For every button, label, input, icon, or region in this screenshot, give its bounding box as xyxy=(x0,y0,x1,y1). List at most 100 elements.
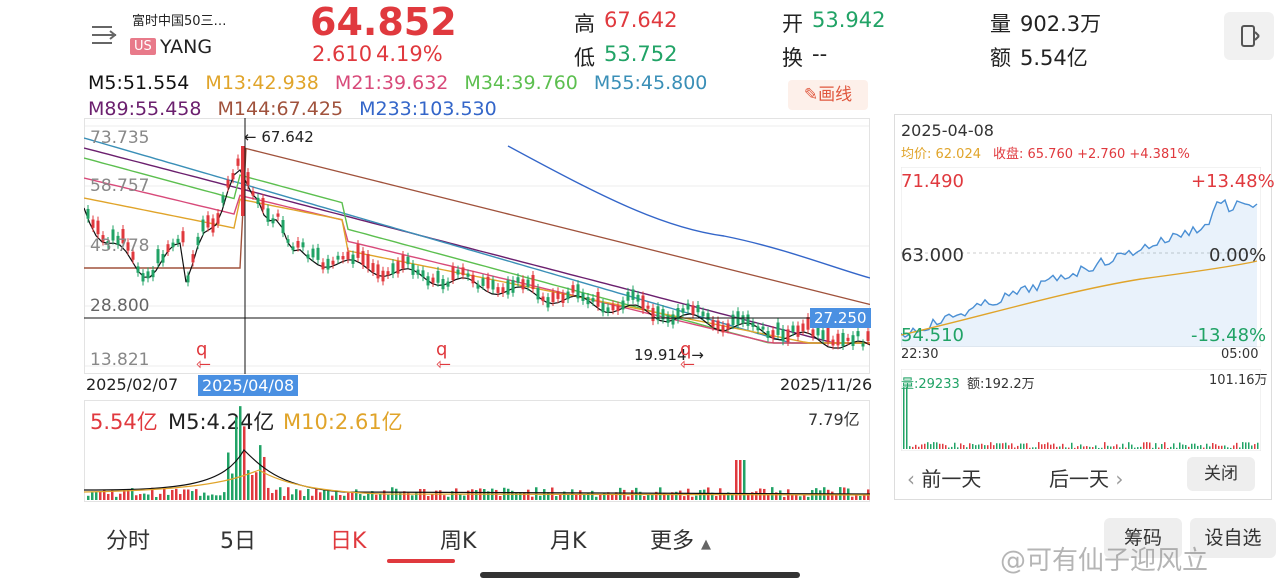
volume-bar xyxy=(803,495,806,500)
intraday-popup: 2025-04-08 均价: 62.024 收盘: 65.760 +2.760 … xyxy=(894,114,1275,500)
draw-line-button[interactable]: ✎画线 xyxy=(788,80,868,110)
candle-body xyxy=(126,242,130,251)
menu-icon[interactable] xyxy=(90,22,118,48)
tab-daily-k[interactable]: 日K xyxy=(330,529,367,554)
volume-bar xyxy=(647,494,650,500)
ma-legend-item: M144:67.425 xyxy=(217,98,344,120)
intraday-volume-bar xyxy=(1002,443,1004,449)
volume-ma-line xyxy=(83,469,871,496)
close-popup-button[interactable]: 关闭 xyxy=(1187,457,1255,491)
add-watchlist-button[interactable]: 设自选 xyxy=(1190,518,1276,558)
watermark: @可有仙子迎风立 xyxy=(1000,546,1209,576)
volume-bar xyxy=(487,491,490,500)
intraday-volume-bar xyxy=(981,443,983,449)
tab-monthly-k[interactable]: 月K xyxy=(550,529,587,554)
volume-bar xyxy=(87,495,90,500)
intraday-volume-bar xyxy=(1158,447,1160,449)
intraday-volume-bar xyxy=(903,387,905,449)
ma-legend-item: M5:51.554 xyxy=(88,72,190,94)
volume-bar xyxy=(683,496,686,500)
next-day-label: 后一天 xyxy=(1049,467,1109,491)
next-day-button[interactable]: 后一天 › xyxy=(1049,463,1123,492)
volume-bar xyxy=(511,490,514,500)
volume-bar xyxy=(431,494,434,500)
candle-body xyxy=(556,291,560,299)
candle-body xyxy=(521,279,525,290)
ma-legend-item: M13:42.938 xyxy=(205,72,319,94)
candle-body xyxy=(96,220,100,235)
candle-body xyxy=(236,158,240,166)
intraday-volume-bar xyxy=(1113,446,1115,449)
candle-body xyxy=(801,323,805,332)
intraday-volume-bar xyxy=(1248,442,1250,449)
candle-body xyxy=(186,275,190,283)
high-label: 高 xyxy=(574,12,595,36)
candle-body xyxy=(671,314,675,325)
intraday-volume-bar xyxy=(1167,447,1169,449)
volume-bar xyxy=(679,490,682,500)
candle-body xyxy=(541,296,545,302)
volume-bar xyxy=(275,489,278,500)
volume-bar xyxy=(95,492,98,500)
intraday-volume-bar xyxy=(1071,442,1073,449)
candle-body xyxy=(656,306,660,321)
volume-bar xyxy=(435,490,438,500)
candle-body xyxy=(761,326,765,330)
tab-more[interactable]: 更多 ▲ xyxy=(650,523,711,555)
ma-legend-item: M21:39.632 xyxy=(334,72,449,94)
intraday-volume-bar xyxy=(1200,445,1202,449)
volume-bar xyxy=(675,491,678,500)
candle-body xyxy=(481,278,485,286)
landscape-toggle-button[interactable] xyxy=(1224,12,1274,60)
chips-button[interactable]: 筹码 xyxy=(1104,518,1182,558)
market-badge: US xyxy=(130,38,156,55)
intraday-volume-bar xyxy=(1101,447,1103,449)
candle-body xyxy=(721,325,725,333)
intraday-volume-bar xyxy=(1032,447,1034,449)
kline-chart[interactable]: 73.735 58.757 43.778 28.800 13.821 ← 67.… xyxy=(83,118,871,374)
volume-bar xyxy=(531,496,534,500)
intraday-volume-bar xyxy=(987,445,989,449)
intraday-volume-bar xyxy=(1083,446,1085,449)
intraday-volume-bar xyxy=(1245,442,1247,449)
volume-bar xyxy=(267,487,270,500)
candle-body xyxy=(861,343,865,347)
volume-bar xyxy=(131,488,134,500)
intraday-volume-bar xyxy=(1137,447,1139,449)
tab-5day[interactable]: 5日 xyxy=(220,529,256,554)
volume-bar xyxy=(319,492,322,500)
intraday-svg xyxy=(900,166,1262,348)
candle-body xyxy=(171,242,175,248)
volume-bar xyxy=(651,495,654,500)
candle-body xyxy=(231,173,235,180)
volume-bar xyxy=(587,493,590,500)
candle-body xyxy=(291,246,295,251)
candle-body xyxy=(576,284,580,299)
volume-bar xyxy=(167,494,170,500)
candle-body xyxy=(296,240,300,248)
intraday-volume-bar xyxy=(1164,442,1166,449)
candle-body xyxy=(781,329,785,342)
tab-weekly-k[interactable]: 周K xyxy=(440,529,477,554)
volume-bar xyxy=(711,492,714,500)
volume-bar xyxy=(547,492,550,500)
popup-bottom-price: 54.510 xyxy=(901,325,964,346)
candle-body xyxy=(526,279,530,287)
candle-body xyxy=(866,331,870,341)
crosshair-date: 2025/04/08 xyxy=(198,375,299,396)
popup-vol-max: 101.16万 xyxy=(1209,373,1268,388)
tab-intraday[interactable]: 分时 xyxy=(106,529,151,554)
candle-body xyxy=(206,215,210,228)
volume-bar xyxy=(223,492,226,500)
volume-bar xyxy=(147,494,150,500)
volume-bar xyxy=(499,496,502,500)
volume-bar xyxy=(183,489,186,500)
intraday-volume-bar xyxy=(1074,447,1076,449)
candle-body xyxy=(611,304,615,311)
candle-body xyxy=(856,331,860,337)
volume-bar xyxy=(279,487,282,500)
ma-line xyxy=(83,168,871,349)
candle-body xyxy=(411,263,415,275)
intraday-volume-bar xyxy=(1020,443,1022,449)
prev-day-button[interactable]: ‹ 前一天 xyxy=(907,463,981,492)
